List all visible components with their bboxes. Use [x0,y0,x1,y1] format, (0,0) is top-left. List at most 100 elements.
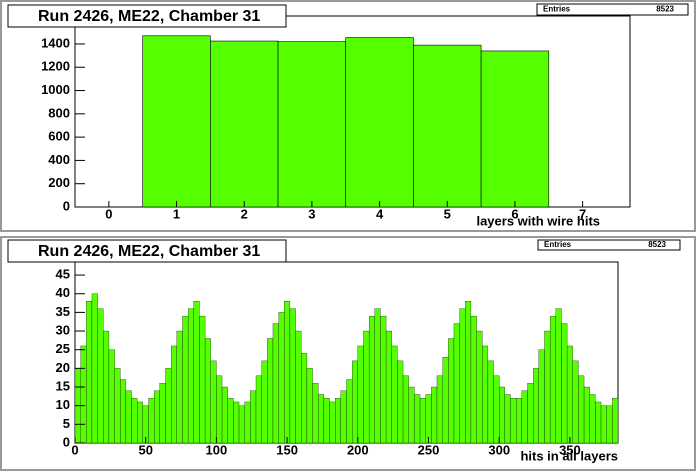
x-tick-label: 4 [376,206,384,221]
histogram-bar [448,338,455,444]
histogram-bar [165,368,172,444]
histogram-bar [301,353,308,444]
y-tick-label: 35 [56,304,70,319]
histogram-bar [368,315,375,444]
x-tick-label: 5 [444,206,451,221]
histogram-bar [561,323,568,444]
histogram-bar [357,345,364,444]
histogram-bar [103,330,110,444]
histogram-bar [210,40,279,208]
histogram-bar [363,330,370,444]
histogram-bar [289,308,296,444]
histogram-bar [108,349,115,444]
histogram-bar [306,368,313,444]
histogram-bar [391,345,398,444]
histogram-bar [295,330,302,444]
histogram-bar [470,315,477,444]
x-tick-label: 100 [206,442,228,457]
histogram-bar [572,360,579,444]
histogram-bar [250,390,257,444]
histogram-bar [137,401,144,444]
histogram-bar [533,368,539,444]
y-tick-label: 30 [56,322,70,337]
stats-value: 8523 [648,240,666,249]
histogram-bar [413,44,482,208]
histogram-bar [459,308,466,444]
histogram-bar [578,375,585,444]
histogram-bar [277,41,347,208]
histogram-bar [414,394,421,444]
histogram-bar [227,398,234,444]
histogram-bar [272,323,279,444]
histogram-bar [606,405,613,444]
histogram-bar [125,390,132,444]
histogram-bar [312,383,319,444]
y-tick-label: 10 [56,397,70,412]
histogram-bar [419,398,426,444]
histogram-bar [267,338,274,444]
y-tick-label: 0 [63,434,70,449]
histogram-bar [318,394,325,444]
x-tick-label: 300 [488,442,510,457]
histogram-bar [244,401,251,444]
stats-label: Entries [544,240,572,249]
histogram-bar [527,383,534,444]
histogram-bar [487,360,494,444]
y-tick-label: 0 [63,198,70,213]
histogram-bar [465,301,472,444]
histogram-bar [148,398,155,444]
stats-label: Entries [543,5,571,14]
histogram-bar [255,375,262,444]
histogram-bar [521,390,528,444]
x-tick-label: 0 [71,442,78,457]
y-tick-label: 40 [56,285,70,300]
histogram-bar [538,349,545,444]
x-axis-label: hits in all layers [520,448,618,463]
histogram-bar [278,312,285,444]
x-axis-label: layers with wire hits [476,213,600,228]
title-box [7,239,287,263]
histogram-bar [510,398,517,444]
x-tick-label: 50 [138,442,152,457]
histogram-bar [91,293,98,444]
x-tick-label: 200 [347,442,369,457]
stats-box [537,239,681,251]
histogram-bar [154,390,160,444]
x-tick-label: 150 [276,442,298,457]
histogram-bar [431,386,438,444]
histogram-bar [493,375,500,444]
x-tick-label: 7 [579,206,586,221]
histogram-bar [340,390,347,444]
histogram-bar [120,379,127,444]
histogram-bar [171,345,177,444]
histogram-bar [397,360,404,444]
histogram-bar [408,386,415,444]
title-box [7,4,287,28]
y-tick-label: 400 [48,152,70,167]
histogram-bar [216,375,223,444]
histogram-bar [187,308,194,444]
y-tick-label: 600 [48,129,70,144]
histogram-bar [193,301,200,444]
histogram-bar [345,37,414,208]
y-tick-label: 25 [56,341,70,356]
histogram-bar [544,330,551,444]
histogram-bar [86,301,93,444]
chart-title: Run 2426, ME22, Chamber 31 [38,243,260,260]
histogram-bar [442,357,449,444]
histogram-bar [261,360,268,444]
histogram-bar [210,360,217,444]
histogram-bar [335,398,341,444]
y-tick-label: 45 [56,266,70,281]
histogram-bar [436,375,443,444]
histogram-bar [482,345,489,444]
y-tick-label: 1200 [41,59,70,74]
histogram-bar [566,345,573,444]
histogram-bar [555,308,562,444]
histogram-bar [80,345,87,444]
histogram-bar [284,301,291,444]
histogram-bar [352,360,358,444]
histogram-bar [476,330,483,444]
histogram-bar [329,401,336,444]
